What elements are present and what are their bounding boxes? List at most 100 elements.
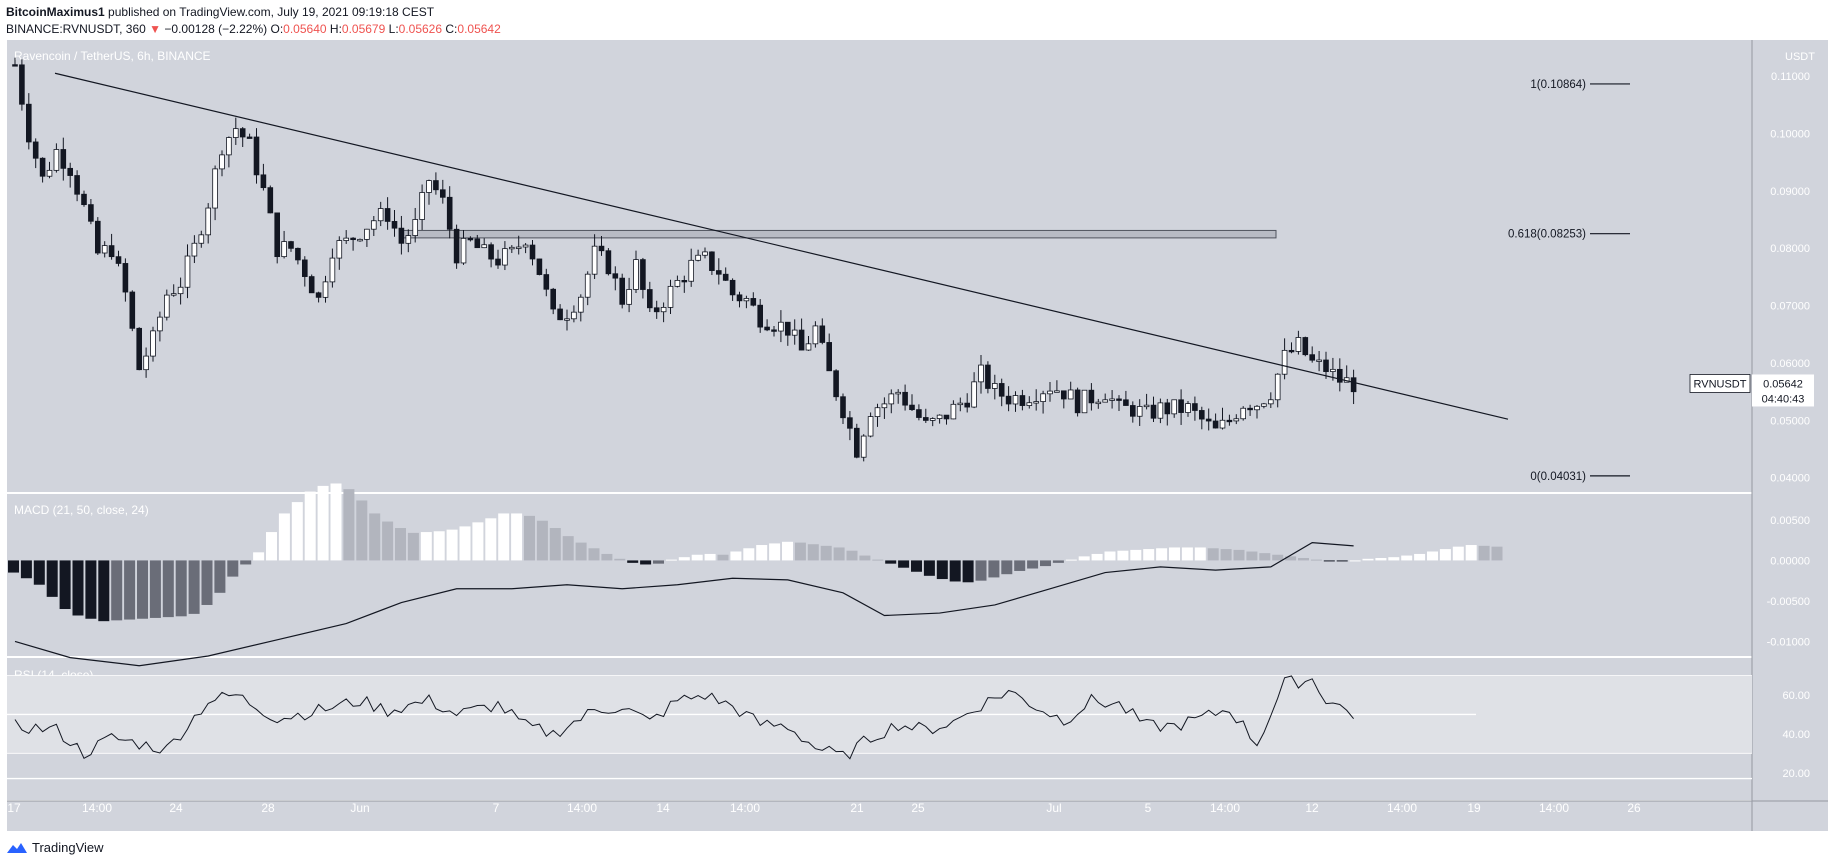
candle-body	[605, 250, 612, 275]
macd-histogram-bar	[536, 520, 548, 561]
candle-body	[1095, 401, 1102, 405]
candle-body	[550, 288, 556, 310]
price-tick-label: 0.05000	[1770, 415, 1810, 427]
macd-histogram-bar	[885, 560, 897, 564]
down-arrow-icon: ▼	[149, 22, 162, 36]
macd-histogram-bar	[1220, 549, 1232, 561]
macd-histogram-bar	[653, 560, 664, 564]
resistance-zone	[399, 229, 1277, 239]
candle-body	[1171, 399, 1178, 415]
candle-body	[1288, 349, 1295, 353]
candle-body	[1212, 420, 1219, 429]
candle-body	[571, 311, 577, 320]
macd-histogram-bar	[1414, 553, 1426, 561]
macd-histogram-bar	[33, 560, 45, 585]
candle-body	[253, 136, 260, 176]
candle-body	[916, 409, 922, 418]
candle-body	[743, 298, 750, 302]
macd-histogram-bar	[395, 528, 406, 561]
time-tick-label: 14:00	[1387, 801, 1417, 815]
low-value: 0.05626	[398, 22, 443, 36]
candle-body	[1047, 390, 1053, 395]
candle-body	[502, 248, 508, 266]
macd-histogram-bar	[730, 551, 742, 561]
macd-histogram-bar	[640, 560, 652, 565]
candle-body	[288, 241, 294, 249]
macd-histogram-bar	[1052, 560, 1064, 563]
macd-histogram-bar	[1143, 549, 1155, 561]
candle-body	[232, 128, 239, 138]
open-label: O:	[270, 22, 284, 36]
candle-body	[895, 391, 901, 395]
candle-body	[1337, 368, 1343, 383]
candle-body	[1054, 390, 1060, 393]
candle-body	[867, 416, 874, 437]
macd-histogram-bar	[1285, 556, 1297, 561]
rsi-tick-label: 60.00	[1782, 690, 1810, 702]
candle-body	[53, 149, 60, 171]
macd-histogram-bar	[807, 544, 819, 561]
ohlc-legend: BINANCE:RVNUSDT, 360 ▼ −0.00128 (−2.22%)…	[6, 22, 501, 36]
candle-body	[992, 383, 998, 389]
macd-histogram-bar	[1401, 555, 1413, 561]
macd-histogram-bar	[859, 555, 871, 561]
candle-body	[1219, 419, 1226, 429]
candle-body	[19, 64, 25, 105]
candle-body	[950, 403, 957, 420]
macd-histogram-bar	[1065, 559, 1077, 561]
candle-body	[205, 207, 212, 236]
candle-body	[184, 255, 191, 288]
candle-body	[1205, 418, 1212, 422]
macd-histogram-bar	[833, 547, 845, 561]
candle-body	[854, 427, 860, 458]
macd-tick-label: 0.00000	[1770, 555, 1810, 567]
macd-histogram-bar	[356, 500, 368, 561]
candle-body	[1226, 419, 1233, 423]
candle-body	[778, 321, 784, 332]
candle-body	[578, 296, 584, 313]
candle-body	[150, 330, 156, 357]
candle-body	[757, 304, 763, 328]
author-name[interactable]: BitcoinMaximus1	[6, 5, 105, 19]
candle-body	[1281, 349, 1288, 375]
candle-body	[695, 254, 701, 261]
candle-body	[1116, 398, 1122, 401]
price-tick-label: 0.08000	[1770, 243, 1810, 255]
macd-histogram-bar	[291, 502, 303, 561]
candle-body	[702, 251, 708, 256]
candle-body	[750, 298, 757, 306]
bar-countdown: 04:40:43	[1762, 393, 1805, 405]
macd-histogram-bar	[1336, 560, 1348, 562]
candle-body	[971, 381, 977, 408]
candle-body	[598, 245, 605, 252]
candle-body	[1012, 395, 1019, 405]
candle-body	[198, 234, 205, 244]
macd-histogram-bar	[1169, 547, 1180, 561]
fib-level-label: 1(0.10864)	[1530, 79, 1586, 91]
candle-body	[881, 403, 888, 409]
candle-body	[1102, 399, 1109, 403]
macd-histogram-bar	[1439, 549, 1451, 561]
price-pane-title: Ravencoin / TetherUS, 6h, BINANCE	[14, 49, 211, 63]
macd-histogram-bar	[1310, 559, 1322, 561]
macd-histogram-bar	[1452, 546, 1464, 561]
chart-canvas[interactable]: Ravencoin / TetherUS, 6h, BINANCE MACD (2…	[0, 0, 1828, 840]
descending-trendline	[54, 72, 1509, 420]
time-tick-label: 17	[7, 801, 21, 815]
footer-brand[interactable]: TradingView	[6, 840, 104, 855]
macd-histogram-bar	[588, 548, 600, 561]
candle-body	[274, 212, 280, 258]
candle-body	[157, 316, 163, 332]
candle-body	[481, 244, 487, 249]
macd-histogram-bar	[72, 560, 84, 616]
candle-body	[95, 220, 101, 254]
macd-histogram-bar	[1259, 553, 1271, 561]
open-value: 0.05640	[283, 22, 327, 36]
macd-histogram-bar	[923, 560, 935, 576]
tradingview-logo-icon	[7, 842, 27, 853]
time-tick-label: 28	[261, 801, 275, 815]
macd-histogram-bar	[472, 522, 484, 561]
candle-body	[315, 292, 322, 298]
macd-histogram-bar	[1194, 547, 1206, 561]
candle-body	[426, 180, 432, 193]
